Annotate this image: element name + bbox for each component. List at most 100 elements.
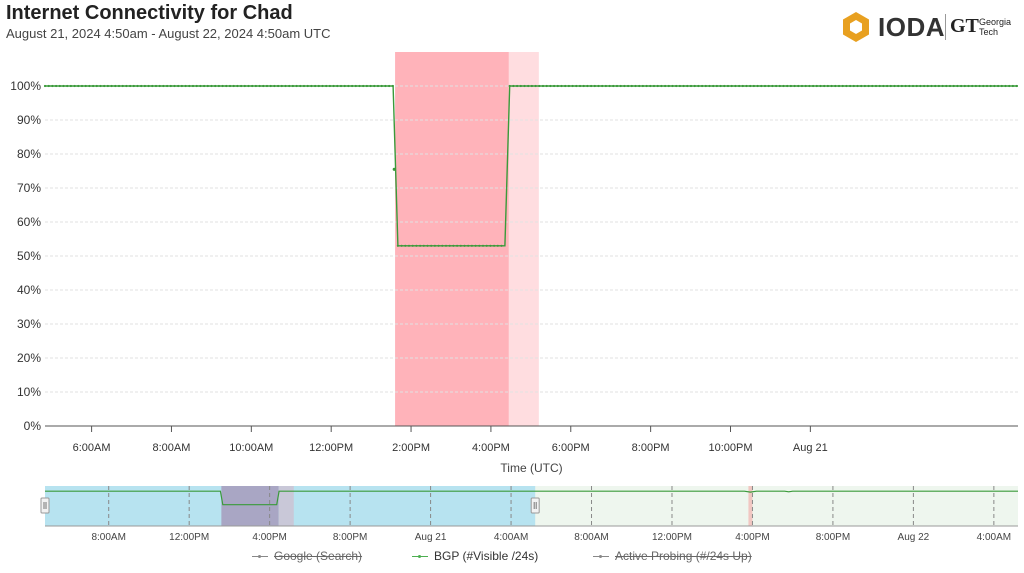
- bgp-point: [564, 84, 567, 88]
- y-tick-label: 60%: [17, 215, 41, 229]
- gt-logo-mark: GT: [950, 15, 979, 37]
- bgp-point: [697, 84, 700, 88]
- bgp-point: [162, 84, 165, 88]
- bgp-point: [556, 84, 559, 88]
- bgp-point: [982, 84, 985, 88]
- navigator-outage-critical: [221, 486, 279, 526]
- y-tick-label: 70%: [17, 181, 41, 195]
- legend-item-bgp[interactable]: BGP (#Visible /24s): [412, 549, 538, 563]
- bgp-point: [886, 84, 889, 88]
- bgp-point: [470, 244, 473, 247]
- legend-item-active-probing[interactable]: Active Probing (#/24s Up): [593, 549, 752, 563]
- bgp-point: [236, 84, 239, 88]
- bgp-point: [723, 84, 726, 88]
- bgp-point: [956, 84, 959, 88]
- bgp-point: [437, 244, 440, 247]
- bgp-point: [258, 84, 261, 88]
- bgp-point: [103, 84, 106, 88]
- bgp-point: [915, 84, 918, 88]
- bgp-point: [619, 84, 622, 88]
- bgp-point: [336, 84, 339, 88]
- bgp-point: [62, 84, 65, 88]
- bgp-point: [952, 84, 955, 88]
- bgp-point: [325, 84, 328, 88]
- bgp-point: [358, 84, 361, 88]
- bgp-point: [380, 84, 383, 88]
- bgp-point: [459, 244, 462, 247]
- bgp-point: [789, 84, 793, 88]
- bgp-point: [738, 84, 741, 88]
- bgp-point: [500, 244, 503, 247]
- bgp-point: [941, 84, 944, 88]
- bgp-point: [608, 84, 611, 88]
- navigator-x-label: 8:00AM: [574, 532, 608, 543]
- bgp-point: [623, 84, 626, 88]
- bgp-point: [328, 84, 331, 88]
- y-tick-label: 90%: [17, 113, 41, 127]
- bgp-point: [852, 84, 855, 88]
- bgp-point: [225, 84, 228, 88]
- bgp-point: [819, 84, 822, 88]
- bgp-point: [310, 84, 313, 88]
- navigator-right-handle[interactable]: [530, 497, 540, 514]
- bgp-point: [407, 244, 411, 247]
- y-tick-label: 10%: [17, 385, 41, 399]
- navigator-left-handle[interactable]: [40, 497, 50, 514]
- bgp-point: [415, 244, 418, 247]
- bgp-point: [571, 84, 574, 88]
- bgp-point: [641, 84, 645, 88]
- bgp-point: [971, 84, 974, 88]
- bgp-point: [388, 84, 391, 88]
- bgp-point: [180, 84, 183, 88]
- legend-item-google-search[interactable]: Google (Search): [252, 549, 362, 563]
- ioda-hexagon-icon: [843, 12, 869, 42]
- bgp-point: [99, 84, 102, 88]
- legend: Google (Search) BGP (#Visible /24s) Acti…: [0, 549, 1024, 569]
- bgp-point: [837, 84, 841, 88]
- bgp-point: [841, 84, 844, 88]
- x-tick-label: 6:00PM: [552, 442, 590, 454]
- bgp-point: [317, 84, 320, 88]
- bgp-point: [214, 84, 217, 88]
- bgp-point: [73, 84, 76, 88]
- bgp-point: [575, 84, 578, 88]
- bgp-point: [391, 84, 394, 88]
- bgp-point: [47, 84, 50, 88]
- bgp-point: [262, 84, 265, 88]
- navigator-x-label: 12:00PM: [652, 532, 692, 543]
- bgp-point: [277, 84, 280, 88]
- navigator-x-label: 8:00PM: [816, 532, 850, 543]
- bgp-point: [265, 84, 269, 88]
- bgp-point: [934, 84, 937, 88]
- bgp-point: [95, 84, 98, 88]
- bgp-point: [534, 84, 537, 88]
- y-tick-label: 30%: [17, 317, 41, 331]
- bgp-point: [926, 84, 929, 88]
- bgp-point: [974, 84, 978, 88]
- bgp-point: [191, 84, 195, 88]
- bgp-point: [184, 84, 187, 88]
- bgp-point: [1015, 84, 1018, 88]
- bgp-point: [188, 84, 191, 88]
- bgp-point: [291, 84, 294, 88]
- bgp-point: [760, 84, 763, 88]
- bgp-point: [671, 84, 674, 88]
- bgp-point: [945, 84, 948, 88]
- bgp-point: [467, 244, 470, 247]
- ioda-logo[interactable]: IODA GT Georgia Tech: [840, 10, 1016, 44]
- bgp-point: [516, 84, 519, 88]
- bgp-point: [667, 84, 670, 88]
- bgp-point: [763, 84, 767, 88]
- navigator-x-label: 4:00AM: [494, 532, 528, 543]
- main-chart[interactable]: 0% 10% 20% 30% 40% 50% 60% 70% 80% 90% 100% 6:00AM 8…: [0, 0, 1024, 480]
- bgp-point: [867, 84, 870, 88]
- navigator-x-label: 12:00PM: [169, 532, 209, 543]
- bgp-point: [321, 84, 324, 88]
- bgp-point: [978, 84, 981, 88]
- navigator-chart[interactable]: 8:00AM 12:00PM 4:00PM 8:00PM Aug 21 4:00AM 8:0…: [0, 478, 1024, 548]
- bgp-point: [712, 84, 715, 88]
- bgp-point: [593, 84, 596, 88]
- bgp-point: [373, 84, 376, 88]
- bgp-point: [151, 84, 154, 88]
- navigator-outage-small: [748, 486, 753, 526]
